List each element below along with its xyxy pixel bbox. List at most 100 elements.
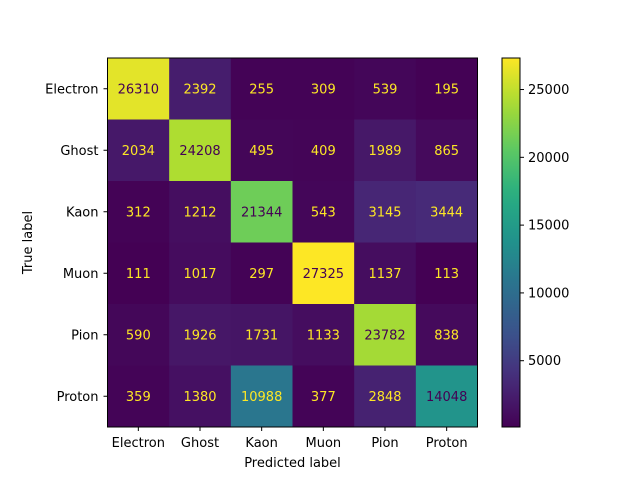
cell-value-label: 838 [434,328,459,343]
cell-value-label: 495 [249,144,274,159]
heatmap-cell [354,58,417,120]
heatmap-cell [230,365,293,428]
cell-value-label: 3145 [368,205,401,220]
heatmap-cell [169,304,232,366]
cell-value-label: 14048 [426,390,467,405]
colorbar-tick-label: 15000 [528,219,569,234]
y-tick-label: Muon [63,267,99,282]
cell-value-label: 1212 [183,205,216,220]
cell-value-label: 113 [434,267,459,282]
cell-value-label: 195 [434,82,459,97]
heatmap-cell [230,58,293,120]
heatmap-cell [107,58,170,120]
cell-value-label: 1989 [368,144,401,159]
heatmap-cell [354,365,417,428]
cell-value-label: 27325 [303,267,344,282]
heatmap-cell [107,304,170,366]
x-tick-label: Kaon [245,436,277,451]
cell-value-label: 255 [249,82,274,97]
cell-value-label: 377 [311,390,336,405]
cell-value-label: 1017 [183,267,216,282]
cell-value-label: 865 [434,144,459,159]
colorbar-tick-label: 5000 [528,354,561,369]
colorbar-tick-label: 20000 [528,151,569,166]
y-tick-label: Ghost [60,144,98,159]
cell-value-label: 10988 [241,390,282,405]
y-tick-label: Proton [57,390,99,405]
cell-value-label: 21344 [241,205,282,220]
cell-value-label: 543 [311,205,336,220]
x-tick-label: Pion [371,436,398,451]
cell-value-label: 539 [373,82,398,97]
y-axis-label: True label [21,211,36,275]
cell-value-label: 1380 [183,390,216,405]
cell-value-label: 309 [311,82,336,97]
heatmap-cell [415,181,478,243]
heatmap-cell [230,242,293,305]
cell-value-labels: 26310 2392 255 309 539 195 2034 24208 495 409 1989… [118,82,468,405]
heatmap-cell [292,242,355,305]
y-tick-label: Kaon [66,205,98,220]
heatmap-cell [415,58,478,120]
y-tick-label: Pion [71,328,98,343]
heatmap-cell [169,58,232,120]
cell-value-label: 1731 [245,328,278,343]
cell-value-label: 1137 [368,267,401,282]
heatmap-cell [415,304,478,366]
x-tick-label: Electron [112,436,165,451]
colorbar-ticks: 5000 10000 15000 20000 25000 [520,83,569,369]
heatmap-cell [107,119,170,182]
heatmap-cell [169,119,232,182]
cell-value-label: 312 [126,205,151,220]
heatmap-cell [230,304,293,366]
cell-value-label: 111 [126,267,151,282]
heatmap-cell [292,58,355,120]
heatmap-cell [354,242,417,305]
cell-value-label: 590 [126,328,151,343]
cell-value-label: 1926 [183,328,216,343]
heatmap-cell [354,181,417,243]
heatmap-cell [169,365,232,428]
heatmap-cell [415,242,478,305]
colorbar [501,57,521,428]
heatmap-cell [230,119,293,182]
heatmap-cell [107,365,170,428]
plot-frame [107,57,478,428]
x-tick-label: Ghost [181,436,219,451]
heatmap-cell [292,365,355,428]
heatmap-cell [292,119,355,182]
cell-value-label: 409 [311,144,336,159]
heatmap-cell [169,242,232,305]
heatmap-cell [354,119,417,182]
x-tick-label: Muon [306,436,342,451]
heatmap-cell [292,304,355,366]
heatmap-cell [169,181,232,243]
x-axis-ticks: Electron Ghost Kaon Muon Pion Proton [112,427,468,451]
heatmap-cell [107,181,170,243]
x-axis-label: Predicted label [244,456,341,471]
cell-value-label: 23782 [364,328,405,343]
y-tick-label: Electron [45,82,98,97]
heatmap-cell [415,119,478,182]
x-tick-label: Proton [426,436,468,451]
cell-value-label: 1133 [307,328,340,343]
cell-value-label: 3444 [430,205,463,220]
cell-value-label: 2392 [183,82,216,97]
cell-value-label: 24208 [179,144,220,159]
heatmap-cell [415,365,478,428]
colorbar-tick-label: 25000 [528,83,569,98]
heatmap-cell [292,181,355,243]
cell-value-label: 359 [126,390,151,405]
cell-value-label: 26310 [118,82,159,97]
y-axis-ticks: Electron Ghost Kaon Muon Pion Proton [45,82,108,405]
colorbar-tick-label: 10000 [528,286,569,301]
heatmap-cell [230,181,293,243]
heatmap-cell [107,242,170,305]
cell-value-label: 2848 [368,390,401,405]
heatmap-cells [107,58,478,428]
cell-value-label: 297 [249,267,274,282]
heatmap-cell [354,304,417,366]
cell-value-label: 2034 [122,144,155,159]
